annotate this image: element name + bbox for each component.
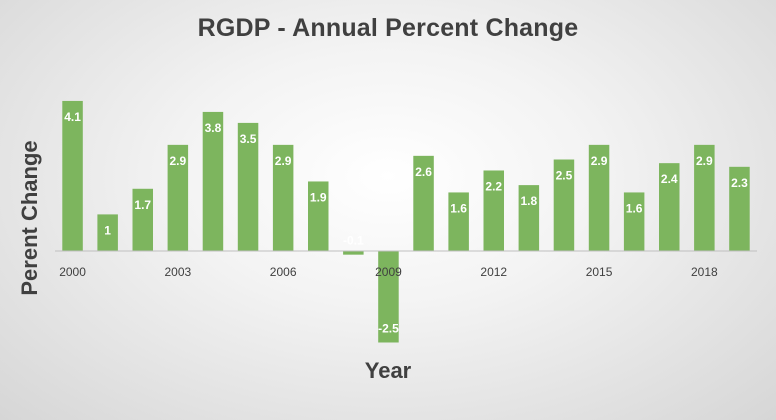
x-tick-label: 2015 (586, 265, 613, 279)
bar-value-label: 2.4 (661, 172, 678, 186)
bar-value-label: 1 (104, 223, 111, 237)
bar (623, 192, 645, 251)
bar-value-label: 1.8 (521, 194, 538, 208)
bar (202, 111, 224, 251)
bar (237, 122, 259, 252)
bar-value-label: 2.5 (556, 169, 573, 183)
x-tick-label: 2018 (691, 265, 718, 279)
bar-value-label: 1.6 (626, 201, 643, 215)
bar (62, 100, 83, 251)
bar (518, 185, 540, 251)
bar (97, 214, 118, 251)
bar-value-label: 1.7 (134, 198, 151, 212)
bar (132, 188, 153, 251)
bar-value-label: 2.3 (731, 176, 748, 190)
bar (553, 159, 575, 251)
bar (413, 155, 434, 251)
bar-value-label: 1.9 (310, 190, 327, 204)
x-tick-label: 2009 (375, 265, 402, 279)
chart-title: RGDP - Annual Percent Change (197, 14, 579, 42)
bar (588, 144, 610, 251)
bar (272, 144, 294, 251)
bar (448, 192, 469, 251)
bar (378, 251, 399, 343)
bar (343, 251, 364, 255)
bar-value-label: 3.8 (205, 121, 222, 135)
bar-value-label: 2.9 (696, 154, 713, 168)
bar-value-label: 2.9 (591, 154, 608, 168)
bar (167, 144, 189, 251)
x-tick-label: 2006 (270, 265, 297, 279)
x-axis-title: Year (364, 358, 412, 383)
bar (308, 181, 329, 251)
bar-value-label: 3.5 (240, 132, 257, 146)
bar-value-label: 2.9 (275, 154, 292, 168)
bar-value-label: -2.5 (378, 322, 399, 336)
bar-value-label: -0.1 (343, 234, 364, 248)
x-tick-label: 2000 (59, 265, 86, 279)
x-tick-label: 2003 (164, 265, 191, 279)
bar (659, 163, 680, 251)
bar (483, 170, 504, 251)
x-tick-label: 2012 (480, 265, 507, 279)
bar-value-label: 1.6 (450, 201, 467, 215)
bar (694, 144, 715, 251)
bar-value-label: 2.9 (170, 154, 187, 168)
bar-value-label: 2.2 (485, 179, 502, 193)
bar-value-label: 2.6 (415, 165, 432, 179)
bar-value-label: 4.1 (64, 110, 81, 124)
bar (729, 166, 750, 251)
